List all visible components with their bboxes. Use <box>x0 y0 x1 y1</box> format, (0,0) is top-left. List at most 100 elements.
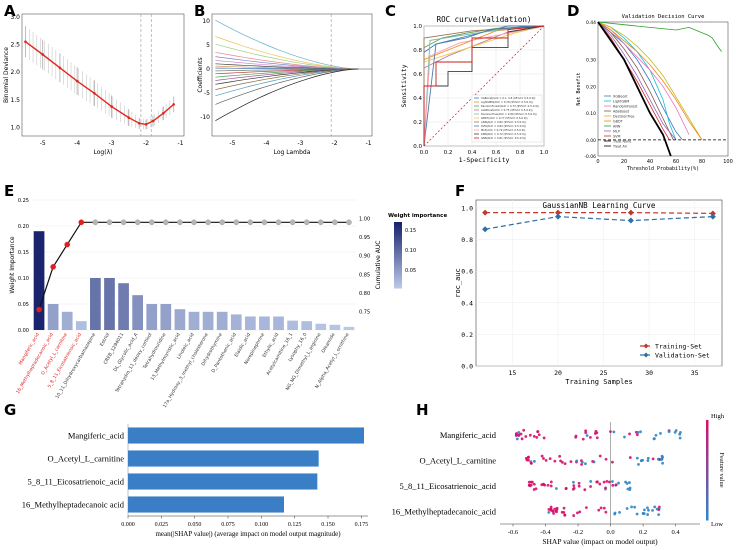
shap-point <box>549 484 553 488</box>
panel-h-shap-beeswarm: Mangiferic_acid O_Acetyl_L_carnitine 5_8_1… <box>392 413 725 546</box>
x-axis-label: Log Lambda <box>274 149 311 156</box>
importance-bar <box>202 311 214 330</box>
auc-point <box>134 219 141 226</box>
shap-point <box>667 430 671 433</box>
auc-point <box>177 219 183 226</box>
auc-point <box>163 219 169 226</box>
plot-frame <box>21 13 185 137</box>
panel-a-deviance-plot: -5 -4 -3 -2 -1 1.0 1.5 2.0 2.5 3.0 Log(λ) Binomial … <box>3 13 185 156</box>
shap-point <box>626 487 630 491</box>
y-tick-label: 0.15 <box>18 250 29 256</box>
y-tick-label: -10 <box>200 114 210 121</box>
importance-bar <box>188 311 200 330</box>
colorbar-segment <box>394 248 402 252</box>
colorbar-segment <box>394 239 402 243</box>
colorbar-segment <box>706 490 709 494</box>
legend-label: LightGBM(AUC = 0.78 (95%CI: 0.5-0.9)) <box>481 100 533 104</box>
x-tick-label: 0.0 <box>607 529 615 536</box>
auc-point <box>219 219 225 226</box>
shap-point <box>577 481 581 485</box>
importance-bar <box>216 311 228 330</box>
y-tick-label: -5 <box>204 90 210 97</box>
shap-point <box>611 460 614 464</box>
y-tick-label: 0.0 <box>413 144 422 150</box>
shap-point <box>625 482 629 485</box>
importance-bar <box>104 278 115 330</box>
colorbar-segment <box>394 246 402 249</box>
colorbar-segment <box>706 460 709 464</box>
auc-point <box>205 219 211 226</box>
decision-curve <box>597 21 703 141</box>
panel-b-coefficient-plot: -5 -4 -3 -2 -1 10 5 0 -5 -10 Log Lambda Coefficient… <box>197 13 373 156</box>
shap-point <box>580 460 584 464</box>
shap-point <box>598 482 602 486</box>
shap-point <box>536 430 540 433</box>
shap-point <box>612 430 616 434</box>
legend-label: AdaBoost(AUC = 0.75 (95%CI: 0.5-0.9)) <box>481 108 532 112</box>
auc-point <box>36 306 42 313</box>
y-tick-label: 0.10 <box>586 111 596 117</box>
importance-bar <box>287 320 298 330</box>
colorbar-segment <box>394 252 402 256</box>
x-tick-label: -3 <box>109 140 115 147</box>
y-tick-label: 2.5 <box>10 42 20 49</box>
deviance-point <box>75 79 79 83</box>
shap-point <box>628 481 631 484</box>
y2-axis-label: Cumulative AUC <box>375 241 382 290</box>
shap-point <box>572 480 575 484</box>
x-tick-label: 0.100 <box>255 522 269 528</box>
importance-bar <box>174 309 186 330</box>
x-tick-label: 0.6 <box>492 150 501 156</box>
y-tick-label: 1.0 <box>10 125 20 132</box>
auc-point <box>303 219 310 226</box>
shap-point <box>646 459 650 463</box>
shap-point <box>554 487 558 490</box>
colorbar-segment <box>706 450 709 454</box>
learning-curve <box>484 215 713 230</box>
shap-point <box>598 454 602 458</box>
x-tick-label: 30 <box>645 369 653 377</box>
shap-point <box>628 456 632 459</box>
colorbar-segment <box>706 496 709 501</box>
shap-point <box>589 480 593 483</box>
colorbar-segment <box>394 226 402 230</box>
y-tick-label: 0.8 <box>413 48 422 54</box>
shap-point <box>604 457 608 461</box>
shap-point <box>528 433 532 437</box>
y-tick-label: 0.30 <box>586 58 596 64</box>
colorbar-segment <box>394 237 402 241</box>
shap-point <box>580 463 583 466</box>
shap-point <box>524 435 528 438</box>
colorbar-segment <box>706 420 709 424</box>
roc-curve <box>423 25 545 146</box>
shap-point <box>551 509 555 513</box>
importance-bar <box>301 321 313 330</box>
y-tick-label: 0.4 <box>461 299 473 307</box>
feature-label: Mangiferic_acid <box>440 430 497 440</box>
decision-curve <box>597 21 677 141</box>
colorbar-segment <box>706 500 709 504</box>
shap-point <box>532 459 536 463</box>
deviance-point <box>144 123 148 126</box>
colorbar-tick: 0.05 <box>405 268 416 274</box>
x-tick-label: 0.050 <box>188 522 202 528</box>
shap-point <box>584 462 587 466</box>
legend-label: ANN(AUC = 0.82 (95%CI: 0.5-0.9)) <box>481 120 526 124</box>
colorbar-segment <box>394 285 402 289</box>
x-tick-label: -0.6 <box>508 529 519 536</box>
plot-frame <box>211 13 373 137</box>
x-tick-label: 0.175 <box>355 522 369 528</box>
legend-label: ANN <box>613 124 621 128</box>
shap-point <box>581 437 585 441</box>
panel-c-roc-plot: ROC curve(Validation) XGBoost(AUC = 0.1, … <box>400 15 549 164</box>
learning-point <box>627 217 634 224</box>
shap-point <box>552 512 555 515</box>
x-tick-label: -5 <box>40 140 46 147</box>
y2-tick-label: 0.85 <box>359 272 370 278</box>
deviance-point <box>41 53 44 56</box>
colorbar-tick: 0.10 <box>405 248 416 254</box>
shap-point <box>540 454 544 458</box>
shap-point <box>628 432 631 436</box>
y-axis-label: Weight Importance <box>9 236 16 294</box>
panel-e-weight-importance: Mangiferic_acid16_Methylheptadecanoic_ac… <box>9 198 447 409</box>
